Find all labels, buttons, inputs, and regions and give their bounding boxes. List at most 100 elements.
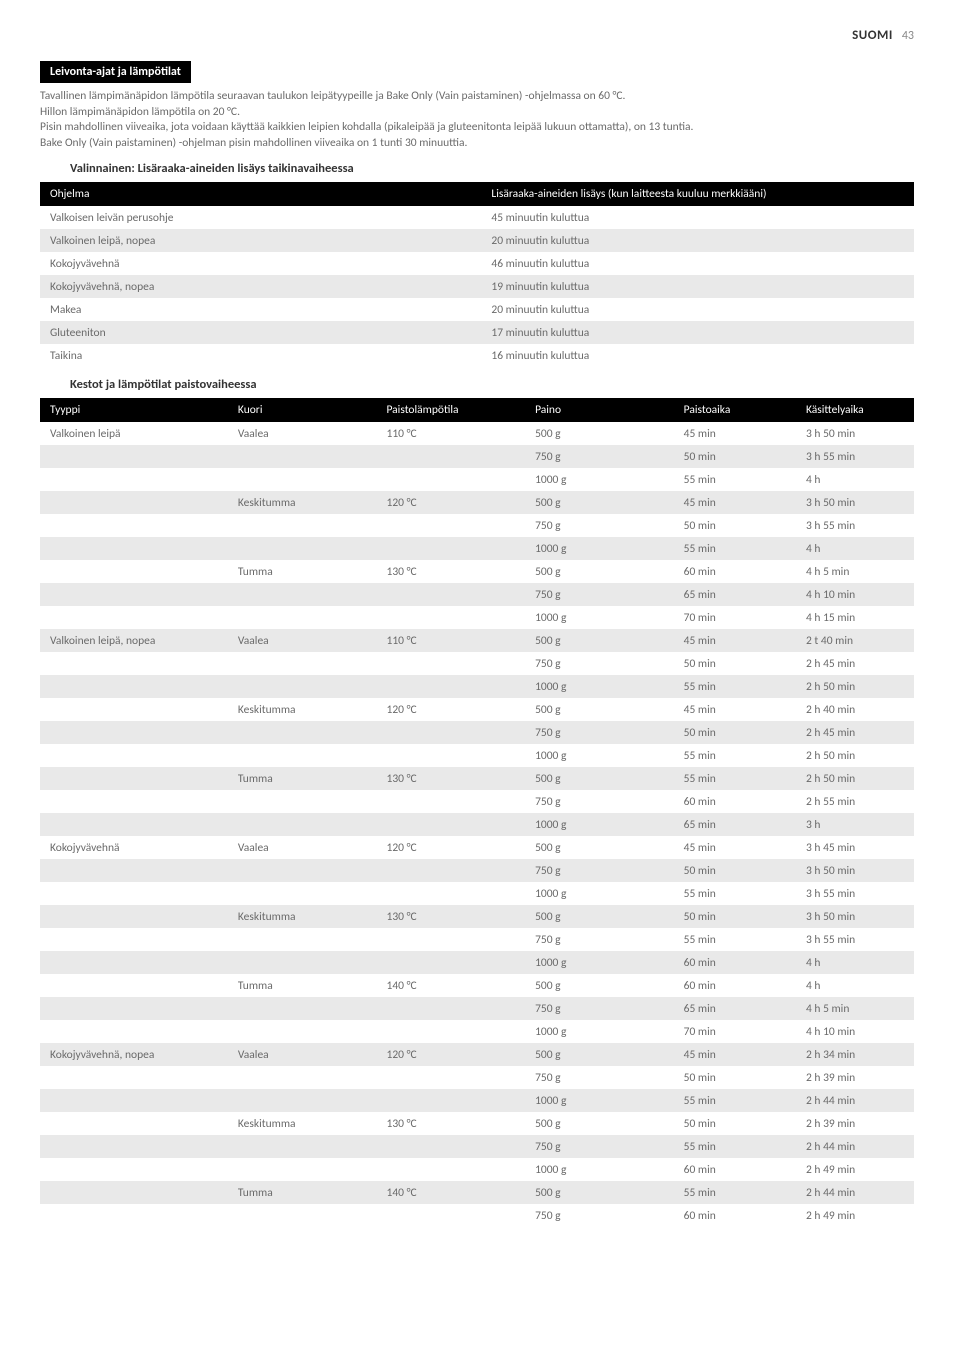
table-cell: Taikina	[40, 344, 481, 367]
table-cell	[40, 491, 228, 514]
table-row: Keskitumma130 °C500 g50 min2 h 39 min	[40, 1112, 914, 1135]
t2-header: Kuori	[228, 398, 377, 422]
table-cell: 3 h 50 min	[796, 905, 914, 928]
table-cell: 500 g	[525, 836, 674, 859]
table-cell	[228, 882, 377, 905]
table-cell	[40, 560, 228, 583]
table-cell	[40, 652, 228, 675]
table-cell	[376, 813, 525, 836]
table-cell: 500 g	[525, 974, 674, 997]
section-title-bar: Leivonta-ajat ja lämpötilat	[40, 61, 191, 83]
table-cell	[376, 537, 525, 560]
table-cell: 3 h 50 min	[796, 859, 914, 882]
table-cell	[40, 767, 228, 790]
table-cell	[228, 652, 377, 675]
table-cell: 4 h 5 min	[796, 560, 914, 583]
table-cell	[228, 721, 377, 744]
table-row: 750 g50 min3 h 55 min	[40, 514, 914, 537]
table-cell: 60 min	[674, 1204, 796, 1227]
table-cell: 110 °C	[376, 629, 525, 652]
table-row: 750 g60 min2 h 49 min	[40, 1204, 914, 1227]
table-cell	[376, 1158, 525, 1181]
table-cell: 3 h 55 min	[796, 928, 914, 951]
table-cell: 3 h 45 min	[796, 836, 914, 859]
table-cell	[376, 859, 525, 882]
table-cell	[40, 882, 228, 905]
table-cell: 3 h 50 min	[796, 422, 914, 445]
table-cell	[228, 1089, 377, 1112]
intro-line: Tavallinen lämpimänäpidon lämpötila seur…	[40, 89, 914, 105]
table-cell: 50 min	[674, 721, 796, 744]
table-cell: 130 °C	[376, 1112, 525, 1135]
table-cell: 2 h 40 min	[796, 698, 914, 721]
table-cell	[228, 606, 377, 629]
table-cell: Kokojyvävehnä	[40, 836, 228, 859]
table-row: Valkoisen leivän perusohje45 minuutin ku…	[40, 206, 914, 229]
table-cell	[376, 951, 525, 974]
table-row: 750 g65 min4 h 5 min	[40, 997, 914, 1020]
table-cell: Vaalea	[228, 1043, 377, 1066]
t1-header: Lisäraaka-aineiden lisäys (kun laitteest…	[481, 182, 914, 206]
table-cell: Tumma	[228, 767, 377, 790]
intro-line: Hillon lämpimänäpidon lämpötila on 20 °C…	[40, 105, 914, 121]
table-cell: Keskitumma	[228, 698, 377, 721]
table-row: Tumma140 °C500 g55 min2 h 44 min	[40, 1181, 914, 1204]
table-cell: 65 min	[674, 997, 796, 1020]
table-cell: 60 min	[674, 951, 796, 974]
table-row: Kokojyvävehnä46 minuutin kuluttua	[40, 252, 914, 275]
table-cell: 45 min	[674, 629, 796, 652]
table-row: 1000 g55 min4 h	[40, 537, 914, 560]
table-cell	[376, 606, 525, 629]
table-cell: 500 g	[525, 491, 674, 514]
table-cell	[376, 583, 525, 606]
table-cell: 750 g	[525, 790, 674, 813]
table-cell	[40, 1181, 228, 1204]
table-row: 1000 g55 min2 h 50 min	[40, 675, 914, 698]
table-cell	[40, 813, 228, 836]
table-cell	[228, 790, 377, 813]
table-cell: 1000 g	[525, 606, 674, 629]
table-row: Valkoinen leipä, nopeaVaalea110 °C500 g4…	[40, 629, 914, 652]
table-cell: 2 h 50 min	[796, 744, 914, 767]
table-cell: 2 h 39 min	[796, 1066, 914, 1089]
table-cell: 130 °C	[376, 767, 525, 790]
table-cell: 1000 g	[525, 537, 674, 560]
table-cell: 55 min	[674, 928, 796, 951]
table-cell: 70 min	[674, 1020, 796, 1043]
table-cell: 4 h 15 min	[796, 606, 914, 629]
table-cell: 55 min	[674, 1089, 796, 1112]
table-cell	[228, 675, 377, 698]
table-row: 750 g55 min3 h 55 min	[40, 928, 914, 951]
table-cell	[228, 859, 377, 882]
table-cell: 2 h 44 min	[796, 1135, 914, 1158]
table-cell: 17 minuutin kuluttua	[481, 321, 914, 344]
table2-title: Kestot ja lämpötilat paistovaiheessa	[70, 377, 914, 392]
table-cell: 750 g	[525, 997, 674, 1020]
table-cell	[228, 1020, 377, 1043]
table-row: 750 g55 min2 h 44 min	[40, 1135, 914, 1158]
table-cell: 500 g	[525, 422, 674, 445]
table-cell	[376, 652, 525, 675]
table-cell: 1000 g	[525, 1020, 674, 1043]
table-cell: 4 h	[796, 974, 914, 997]
table-cell: 19 minuutin kuluttua	[481, 275, 914, 298]
table-cell	[376, 468, 525, 491]
table-cell: Keskitumma	[228, 905, 377, 928]
table-cell: 55 min	[674, 1135, 796, 1158]
table-cell	[228, 744, 377, 767]
table-cell: 50 min	[674, 859, 796, 882]
table-cell: 3 h 55 min	[796, 514, 914, 537]
table-cell	[40, 698, 228, 721]
table-cell	[376, 1020, 525, 1043]
table-cell: 50 min	[674, 652, 796, 675]
table-cell: 2 h 34 min	[796, 1043, 914, 1066]
table-cell: 750 g	[525, 1066, 674, 1089]
table-cell: 55 min	[674, 882, 796, 905]
table-cell	[40, 445, 228, 468]
table-cell: 3 h 50 min	[796, 491, 914, 514]
table-cell: 120 °C	[376, 698, 525, 721]
table-cell	[40, 1066, 228, 1089]
table-cell: 60 min	[674, 974, 796, 997]
table-row: Makea20 minuutin kuluttua	[40, 298, 914, 321]
table-cell	[40, 951, 228, 974]
